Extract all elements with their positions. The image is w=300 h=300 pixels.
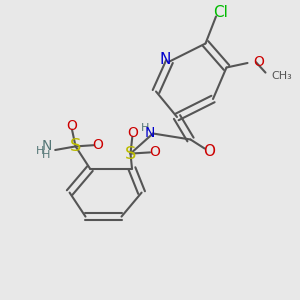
Text: H: H [36,146,45,156]
Text: H: H [141,123,149,133]
Text: O: O [149,146,160,159]
Text: O: O [203,144,215,159]
Text: N: N [159,52,171,68]
Text: O: O [254,55,264,69]
Text: O: O [67,119,77,133]
Text: N: N [145,126,155,140]
Text: Cl: Cl [213,5,228,20]
Text: CH₃: CH₃ [272,70,292,81]
Text: H: H [42,150,50,161]
Text: O: O [127,126,138,140]
Text: O: O [92,138,103,152]
Text: S: S [70,137,81,155]
Text: S: S [125,145,136,163]
Text: N: N [41,139,52,153]
